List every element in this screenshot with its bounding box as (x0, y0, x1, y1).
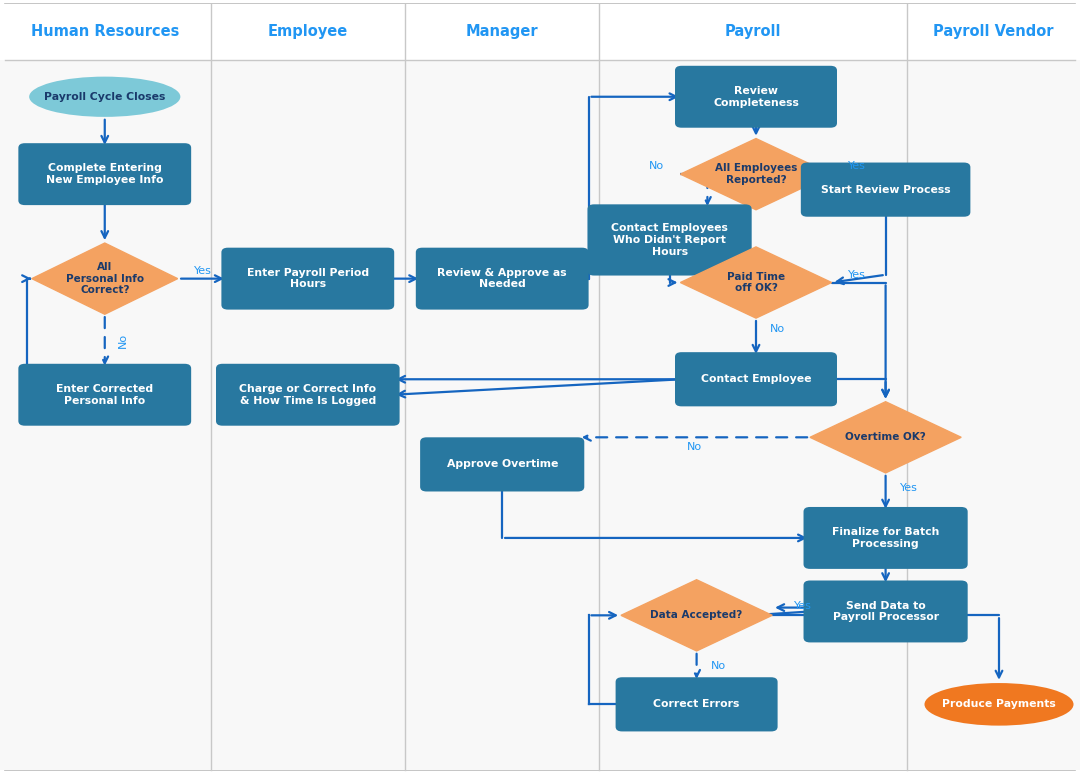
Text: Complete Entering
New Employee Info: Complete Entering New Employee Info (46, 163, 163, 185)
Text: Enter Payroll Period
Hours: Enter Payroll Period Hours (246, 268, 369, 289)
Ellipse shape (924, 683, 1074, 726)
Text: Correct Errors: Correct Errors (653, 700, 740, 709)
Text: Payroll: Payroll (725, 24, 782, 39)
FancyBboxPatch shape (588, 204, 752, 276)
Text: All
Personal Info
Correct?: All Personal Info Correct? (66, 262, 144, 295)
Text: Yes: Yes (848, 162, 866, 171)
Text: Contact Employee: Contact Employee (701, 375, 811, 384)
Text: Data Accepted?: Data Accepted? (650, 611, 743, 620)
FancyBboxPatch shape (416, 248, 589, 310)
Ellipse shape (29, 77, 180, 117)
Text: Review
Completeness: Review Completeness (713, 86, 799, 108)
Text: Manager: Manager (465, 24, 539, 39)
FancyBboxPatch shape (804, 507, 968, 569)
Text: No: No (770, 324, 785, 334)
Bar (405, 4, 599, 770)
Bar (211, 4, 405, 60)
Bar (599, 4, 907, 770)
Text: Payroll Vendor: Payroll Vendor (933, 24, 1054, 39)
Text: Employee: Employee (268, 24, 348, 39)
Bar (0, 4, 211, 770)
FancyBboxPatch shape (18, 143, 191, 205)
Text: Yes: Yes (900, 483, 918, 492)
Polygon shape (810, 402, 961, 473)
Bar (0, 4, 211, 60)
Text: Paid Time
off OK?: Paid Time off OK? (727, 272, 785, 293)
Polygon shape (680, 247, 832, 318)
FancyBboxPatch shape (800, 163, 971, 217)
Text: No: No (649, 162, 664, 171)
Text: Yes: Yes (848, 270, 866, 279)
Polygon shape (680, 139, 832, 210)
Text: Yes: Yes (794, 601, 812, 611)
Text: Start Review Process: Start Review Process (821, 185, 950, 194)
Text: No: No (118, 333, 127, 348)
Bar (907, 4, 1080, 60)
Text: Yes: Yes (193, 266, 212, 276)
Text: Charge or Correct Info
& How Time Is Logged: Charge or Correct Info & How Time Is Log… (240, 384, 376, 406)
FancyBboxPatch shape (675, 66, 837, 128)
FancyBboxPatch shape (616, 677, 778, 731)
Text: Contact Employees
Who Didn't Report
Hours: Contact Employees Who Didn't Report Hour… (611, 224, 728, 256)
FancyBboxPatch shape (216, 364, 400, 426)
Text: Overtime OK?: Overtime OK? (846, 433, 926, 442)
Text: All Employees
Reported?: All Employees Reported? (715, 163, 797, 185)
Text: Finalize for Batch
Processing: Finalize for Batch Processing (832, 527, 940, 549)
Bar (211, 4, 405, 770)
Text: Human Resources: Human Resources (31, 24, 179, 39)
FancyBboxPatch shape (675, 352, 837, 406)
Text: No: No (687, 442, 702, 451)
FancyBboxPatch shape (18, 364, 191, 426)
Bar (599, 4, 907, 60)
Bar (405, 4, 599, 60)
Text: Send Data to
Payroll Processor: Send Data to Payroll Processor (833, 601, 939, 622)
Bar (907, 4, 1080, 770)
FancyBboxPatch shape (804, 580, 968, 642)
Text: Review & Approve as
Needed: Review & Approve as Needed (437, 268, 567, 289)
Text: No: No (711, 661, 726, 670)
Polygon shape (621, 580, 772, 651)
FancyBboxPatch shape (420, 437, 584, 491)
Text: Produce Payments: Produce Payments (942, 700, 1056, 709)
FancyBboxPatch shape (221, 248, 394, 310)
Text: Enter Corrected
Personal Info: Enter Corrected Personal Info (56, 384, 153, 406)
Text: Approve Overtime: Approve Overtime (446, 460, 558, 469)
Polygon shape (32, 243, 177, 314)
Text: Payroll Cycle Closes: Payroll Cycle Closes (44, 92, 165, 101)
